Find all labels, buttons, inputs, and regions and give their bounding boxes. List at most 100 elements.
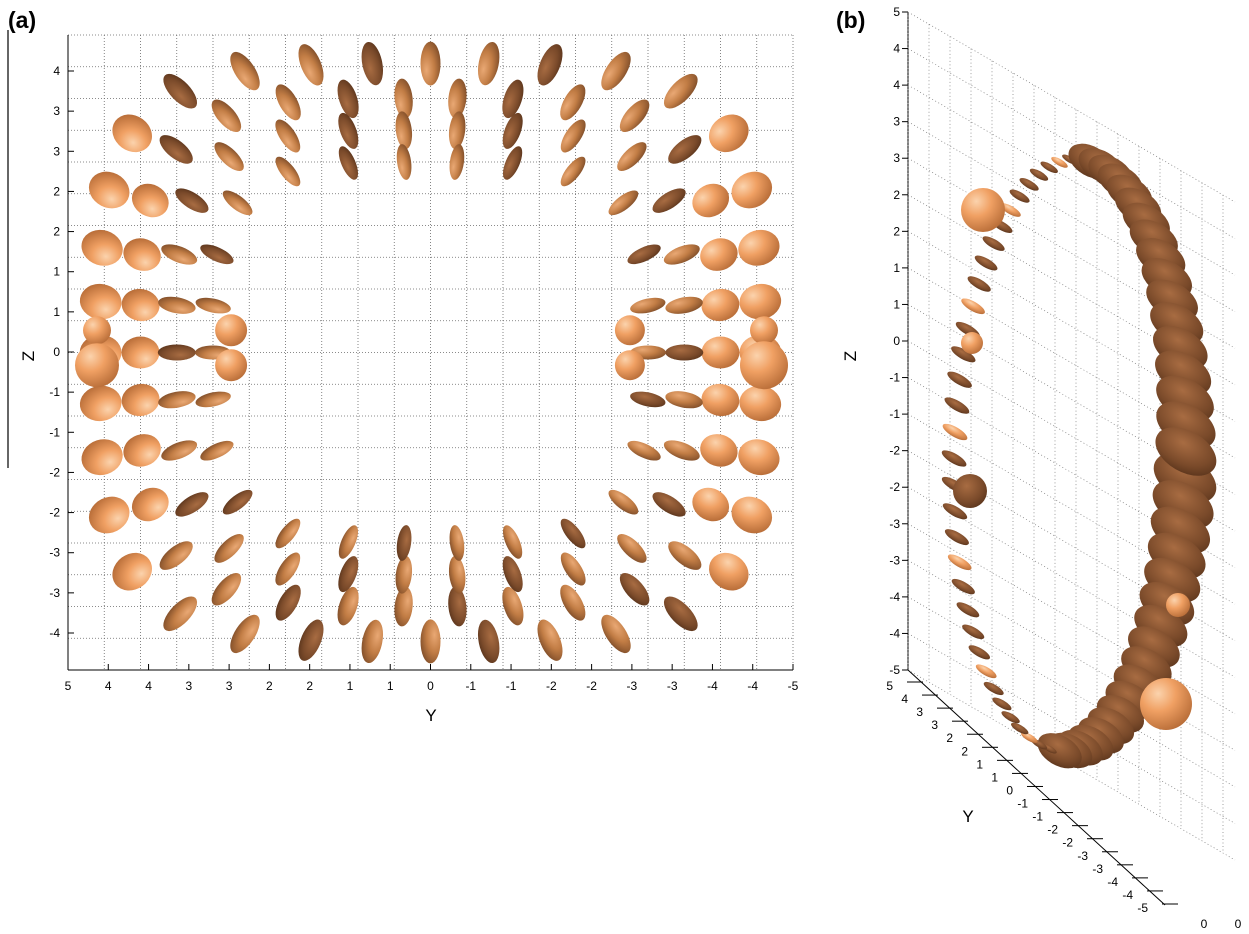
sphere xyxy=(740,341,788,390)
ellipsoid xyxy=(395,111,413,150)
y-axis-line-3d xyxy=(907,669,1166,906)
ellipsoid xyxy=(502,79,524,119)
ellipsoid xyxy=(163,73,198,109)
panel-b: 5443322110-1-1-2-2-3-3-4-4-5543322110-1-… xyxy=(836,5,1242,931)
ellipsoid xyxy=(420,41,441,86)
ellipsoid xyxy=(560,552,586,586)
ellipsoid xyxy=(731,496,773,534)
y-tick-label-3d: 5 xyxy=(886,679,893,693)
ellipsoid xyxy=(665,296,703,314)
ellipsoid-3d xyxy=(968,645,991,660)
ellipsoid xyxy=(222,190,253,216)
z-tick-label: -3 xyxy=(889,517,900,531)
ellipsoid xyxy=(700,434,738,467)
x-tick-label-3d: 0 xyxy=(1235,917,1242,931)
ellipsoid xyxy=(477,619,500,664)
ellipsoid-3d xyxy=(961,298,985,315)
y-tick-label-3d: 1 xyxy=(976,757,983,771)
x-tick-label: 3 xyxy=(185,679,192,693)
ellipsoid xyxy=(560,119,586,153)
z-tick-label: 1 xyxy=(893,261,900,275)
ellipsoid xyxy=(652,188,686,213)
x-tick-label: 2 xyxy=(306,679,313,693)
x-tick-label: -3 xyxy=(667,679,678,693)
z-tick-label: 5 xyxy=(893,5,900,19)
sphere xyxy=(750,316,778,345)
x-tick-label: -2 xyxy=(546,679,557,693)
sphere-3d xyxy=(961,332,983,354)
ellipsoid xyxy=(619,572,650,606)
sphere-3d xyxy=(961,188,1005,232)
ellipsoid xyxy=(131,487,169,522)
y-tick-label: 4 xyxy=(53,64,60,78)
ellipsoid xyxy=(608,190,639,216)
ellipsoid xyxy=(738,229,780,266)
y-tick-label-3d: -1 xyxy=(1017,797,1028,811)
ellipsoid-3d xyxy=(1155,427,1217,476)
z-tick-label: 0 xyxy=(893,334,900,348)
ellipsoid xyxy=(477,41,500,86)
ellipsoid xyxy=(449,525,465,561)
ellipsoid xyxy=(652,492,686,517)
ellipsoid xyxy=(394,586,413,627)
ellipsoid xyxy=(275,518,301,549)
y-tick-label: 1 xyxy=(53,305,60,319)
ellipsoid xyxy=(560,584,586,621)
y-tick-label: 0 xyxy=(53,345,60,359)
ellipsoid xyxy=(161,244,198,265)
ellipsoid xyxy=(537,619,563,661)
ellipsoid-3d xyxy=(1009,189,1030,203)
y-tick-label: -2 xyxy=(49,506,60,520)
z-tick-label: -3 xyxy=(889,553,900,567)
x-tick-label: 2 xyxy=(266,679,273,693)
y-tick-label-3d: 2 xyxy=(961,744,968,758)
ellipsoid xyxy=(630,297,666,314)
ellipsoid xyxy=(159,541,193,570)
ellipsoid xyxy=(601,614,631,654)
ellipsoid xyxy=(275,584,301,621)
sphere xyxy=(75,343,119,388)
ellipsoid xyxy=(88,496,130,534)
ellipsoid-3d xyxy=(944,397,970,414)
z-tick-label: 3 xyxy=(893,115,900,129)
ellipsoid xyxy=(627,440,661,461)
ellipsoid xyxy=(275,84,301,121)
z-tick-label: 3 xyxy=(893,151,900,165)
sphere xyxy=(614,315,645,346)
ellipsoid xyxy=(739,385,782,422)
ellipsoid xyxy=(230,614,260,654)
sphere-3d xyxy=(1166,593,1190,617)
y-tick-label-3d: 2 xyxy=(946,731,953,745)
ellipsoid xyxy=(158,391,196,409)
ellipsoid-3d xyxy=(1021,732,1038,743)
ellipsoid xyxy=(338,112,359,149)
ellipsoid-3d xyxy=(947,371,972,388)
ellipsoid xyxy=(692,183,730,218)
ellipsoid xyxy=(627,244,661,265)
panel-b-ticks: 5443322110-1-1-2-2-3-3-4-4-5543322110-1-… xyxy=(886,5,1241,931)
ellipsoid xyxy=(692,487,730,522)
ellipsoid-3d xyxy=(951,346,976,363)
grid-line-oblique xyxy=(907,596,1236,788)
ellipsoid xyxy=(708,114,749,153)
ellipsoid xyxy=(665,344,704,361)
x-tick-label: -3 xyxy=(627,679,638,693)
ellipsoid xyxy=(560,156,586,187)
ellipsoid xyxy=(701,336,740,369)
ellipsoid xyxy=(211,572,242,606)
ellipsoid-3d xyxy=(951,578,975,595)
z-tick-label: -4 xyxy=(889,590,900,604)
panel-a-label: (a) xyxy=(8,7,36,33)
y-tick-label-3d: 1 xyxy=(991,770,998,784)
y-tick-label-3d: 4 xyxy=(901,692,908,706)
ellipsoid xyxy=(502,146,523,180)
y-tick-label: 3 xyxy=(53,144,60,158)
y-tick-label: -3 xyxy=(49,546,60,560)
ellipsoid xyxy=(88,171,130,209)
z-tick-label: -1 xyxy=(889,407,900,421)
x-tick-label: 4 xyxy=(105,679,112,693)
ellipsoid-3d xyxy=(1010,722,1029,735)
ellipsoid xyxy=(502,112,523,149)
y-tick-label: -1 xyxy=(49,425,60,439)
